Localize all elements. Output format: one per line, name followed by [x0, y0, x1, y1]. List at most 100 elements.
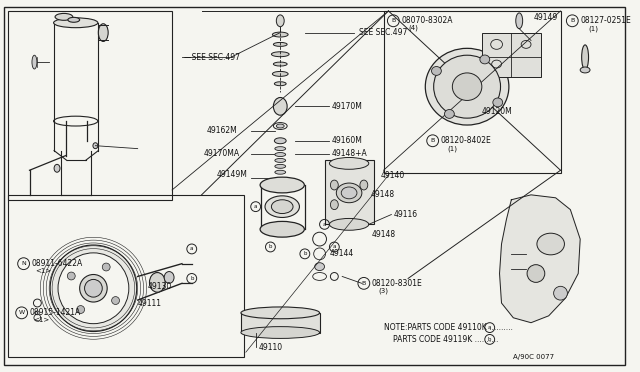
Text: 49170M: 49170M [332, 102, 362, 111]
Ellipse shape [330, 218, 369, 230]
Text: <1>: <1> [33, 317, 50, 323]
Ellipse shape [93, 143, 98, 149]
Text: B: B [391, 18, 396, 23]
Ellipse shape [32, 55, 37, 69]
Text: NOTE:PARTS CODE 49110K ..........: NOTE:PARTS CODE 49110K .......... [383, 323, 513, 332]
Ellipse shape [276, 124, 284, 128]
Text: 49130: 49130 [147, 282, 172, 291]
Ellipse shape [554, 286, 568, 300]
Ellipse shape [431, 67, 442, 76]
Text: 49111: 49111 [138, 298, 162, 308]
Ellipse shape [493, 98, 502, 107]
Ellipse shape [54, 18, 98, 28]
Text: a: a [488, 325, 492, 330]
Ellipse shape [273, 62, 287, 66]
Ellipse shape [276, 15, 284, 27]
Ellipse shape [275, 158, 285, 163]
Ellipse shape [330, 180, 339, 190]
Ellipse shape [275, 138, 286, 144]
Ellipse shape [54, 164, 60, 172]
Ellipse shape [582, 45, 589, 70]
Polygon shape [500, 195, 580, 323]
Bar [8, 195, 244, 357]
Ellipse shape [99, 24, 108, 41]
Ellipse shape [164, 272, 174, 283]
Text: B: B [570, 18, 575, 23]
Ellipse shape [79, 275, 107, 302]
Text: 49148: 49148 [371, 190, 395, 199]
Text: SEE SEC.497: SEE SEC.497 [359, 28, 407, 37]
Ellipse shape [330, 157, 369, 169]
Ellipse shape [527, 264, 545, 282]
Ellipse shape [271, 52, 289, 57]
Text: <1>: <1> [35, 267, 52, 273]
Ellipse shape [273, 32, 288, 37]
Bar [241, 313, 319, 333]
Bar [8, 11, 172, 200]
Text: 49149M: 49149M [216, 170, 247, 179]
Text: 08911-6422A: 08911-6422A [31, 259, 83, 268]
Ellipse shape [273, 42, 287, 46]
Ellipse shape [67, 272, 76, 280]
Ellipse shape [55, 13, 73, 20]
Text: 08915-1421A: 08915-1421A [29, 308, 81, 317]
Ellipse shape [330, 200, 339, 209]
Ellipse shape [50, 245, 137, 331]
Text: 08127-0251E: 08127-0251E [580, 16, 631, 25]
Ellipse shape [150, 273, 165, 292]
Ellipse shape [537, 233, 564, 255]
Ellipse shape [77, 305, 84, 314]
Ellipse shape [271, 200, 293, 214]
Ellipse shape [336, 183, 362, 203]
Text: 49148+A: 49148+A [332, 149, 367, 158]
Text: 08120-8301E: 08120-8301E [372, 279, 422, 288]
Bar [383, 11, 561, 173]
Text: 49162M: 49162M [207, 126, 237, 135]
Text: —SEE SEC.497: —SEE SEC.497 [184, 53, 240, 62]
Ellipse shape [426, 48, 509, 125]
Text: 49149: 49149 [534, 13, 558, 22]
Ellipse shape [452, 73, 482, 100]
Ellipse shape [275, 170, 285, 174]
Text: a: a [333, 244, 336, 250]
Text: (1): (1) [588, 25, 598, 32]
Ellipse shape [35, 311, 39, 315]
Ellipse shape [275, 147, 285, 151]
Text: 08120-8402E: 08120-8402E [440, 136, 492, 145]
Text: 08070-8302A: 08070-8302A [401, 16, 452, 25]
Ellipse shape [315, 263, 324, 270]
Ellipse shape [444, 109, 454, 118]
Text: b: b [488, 337, 492, 342]
Ellipse shape [275, 164, 285, 168]
Ellipse shape [580, 67, 590, 73]
Text: 49148: 49148 [372, 230, 396, 239]
Bar [324, 160, 374, 224]
Text: 49140: 49140 [381, 171, 405, 180]
Ellipse shape [434, 55, 500, 118]
Text: A/90C 0077: A/90C 0077 [513, 354, 554, 360]
Text: B: B [431, 138, 435, 143]
Text: W: W [19, 310, 25, 315]
Ellipse shape [241, 327, 319, 339]
Ellipse shape [273, 97, 287, 115]
Text: (4): (4) [408, 25, 418, 31]
Ellipse shape [516, 13, 523, 29]
Text: a: a [190, 246, 193, 251]
Ellipse shape [275, 82, 286, 86]
Text: PARTS CODE 49119K ..........: PARTS CODE 49119K .......... [394, 335, 499, 344]
Text: 49110: 49110 [259, 343, 283, 352]
Text: (3): (3) [379, 288, 388, 295]
Ellipse shape [273, 71, 288, 76]
Text: 49144: 49144 [330, 249, 354, 258]
Text: 49170MA: 49170MA [204, 149, 240, 158]
Ellipse shape [260, 221, 305, 237]
Ellipse shape [360, 180, 368, 190]
Ellipse shape [341, 187, 357, 199]
Ellipse shape [260, 177, 305, 193]
Text: b: b [190, 276, 193, 281]
Ellipse shape [241, 307, 319, 319]
Ellipse shape [102, 263, 110, 271]
Text: B: B [362, 281, 366, 286]
Text: b: b [303, 251, 307, 256]
Text: (1): (1) [447, 145, 458, 152]
